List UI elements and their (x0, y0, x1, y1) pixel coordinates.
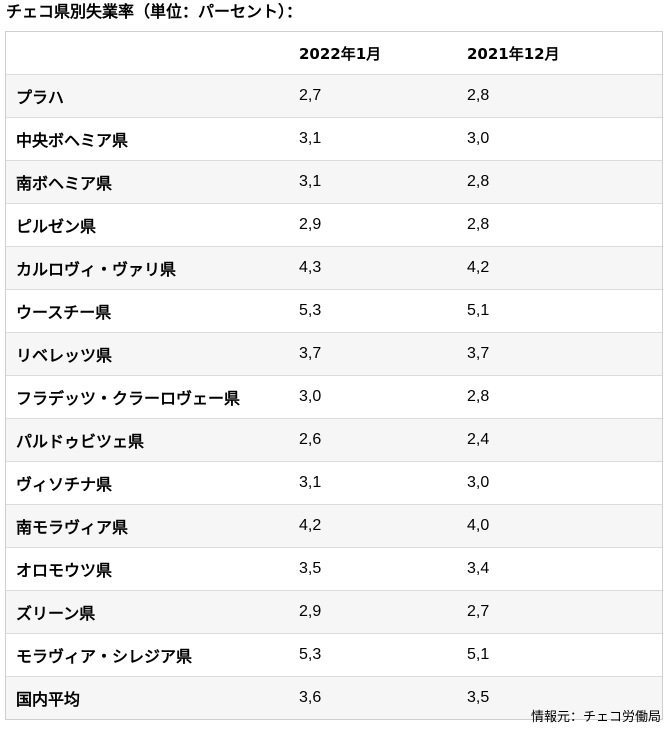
rate-dec-2021: 4,0 (461, 504, 662, 548)
region-name: フラデッツ・クラーロヴェー県 (6, 375, 291, 419)
region-name: パルドゥビツェ県 (6, 418, 291, 462)
region-name: ヴィソチナ県 (6, 461, 291, 505)
rate-dec-2021: 5,1 (461, 289, 662, 333)
region-name: モラヴィア・シレジア県 (6, 633, 291, 677)
region-name: リベレッツ県 (6, 332, 291, 376)
table-title: チェコ県別失業率（単位：パーセント）： (6, 2, 303, 21)
rate-jan-2022: 3,1 (291, 160, 461, 204)
table-row: リベレッツ県 3,7 3,7 (6, 332, 662, 376)
rate-dec-2021: 3,7 (461, 332, 662, 376)
table-row: 南モラヴィア県 4,2 4,0 (6, 504, 662, 548)
region-name: プラハ (6, 74, 291, 118)
rate-dec-2021: 2,8 (461, 160, 662, 204)
table-row: 国内平均 3,6 3,5 (6, 676, 662, 719)
unemployment-table: 2022年1月 2021年12月 プラハ 2,7 2,8 中央ボヘミア県 3,1 3,0 南… (5, 31, 663, 720)
rate-jan-2022: 4,2 (291, 504, 461, 548)
table-row: ズリーン県 2,9 2,7 (6, 590, 662, 634)
rate-jan-2022: 2,7 (291, 74, 461, 118)
header-region (6, 32, 291, 75)
table-row: モラヴィア・シレジア県 5,3 5,1 (6, 633, 662, 677)
region-name: ピルゼン県 (6, 203, 291, 247)
rate-jan-2022: 4,3 (291, 246, 461, 290)
rate-jan-2022: 5,3 (291, 633, 461, 677)
table-row: カルロヴィ・ヴァリ県 4,3 4,2 (6, 246, 662, 290)
rate-dec-2021: 2,8 (461, 74, 662, 118)
table-row: 中央ボヘミア県 3,1 3,0 (6, 117, 662, 161)
region-name: 国内平均 (16, 690, 81, 709)
region-name: 南モラヴィア県 (6, 504, 291, 548)
rate-dec-2021: 3,0 (461, 117, 662, 161)
table-header-row: 2022年1月 2021年12月 (6, 32, 662, 75)
rate-dec-2021: 3,4 (461, 547, 662, 591)
rate-jan-2022: 2,9 (291, 203, 461, 247)
table-row: 南ボヘミア県 3,1 2,8 (6, 160, 662, 204)
rate-jan-2022: 5,3 (291, 289, 461, 333)
header-dec-2021: 2021年12月 (461, 32, 662, 75)
rate-jan-2022: 3,7 (291, 332, 461, 376)
table-row: ヴィソチナ県 3,1 3,0 (6, 461, 662, 505)
table-row: プラハ 2,7 2,8 (6, 74, 662, 118)
rate-jan-2022: 3,0 (291, 375, 461, 419)
region-name: カルロヴィ・ヴァリ県 (6, 246, 291, 290)
table-row: オロモウツ県 3,5 3,4 (6, 547, 662, 591)
header-jan-2022: 2022年1月 (291, 32, 461, 75)
region-name: ウースチー県 (6, 289, 291, 333)
rate-jan-2022: 3,5 (291, 547, 461, 591)
rate-jan-2022: 2,6 (291, 418, 461, 462)
region-name: 中央ボヘミア県 (6, 117, 291, 161)
rate-dec-2021: 2,7 (461, 590, 662, 634)
rate-jan-2022: 3,1 (291, 461, 461, 505)
region-name: ズリーン県 (6, 590, 291, 634)
rate-dec-2021: 4,2 (461, 246, 662, 290)
rate-dec-2021: 3,5 (467, 689, 490, 706)
rate-jan-2022: 3,6 (299, 689, 322, 706)
table-row: ウースチー県 5,3 5,1 (6, 289, 662, 333)
source-note: 情報元：チェコ労働局 (530, 710, 661, 725)
table-row: パルドゥビツェ県 2,6 2,4 (6, 418, 662, 462)
table-row: フラデッツ・クラーロヴェー県 3,0 2,8 (6, 375, 662, 419)
region-name: 南ボヘミア県 (6, 160, 291, 204)
region-name: オロモウツ県 (6, 547, 291, 591)
rate-jan-2022: 3,1 (291, 117, 461, 161)
rate-dec-2021: 2,8 (461, 375, 662, 419)
rate-dec-2021: 2,4 (461, 418, 662, 462)
rate-dec-2021: 3,0 (461, 461, 662, 505)
table-row: ピルゼン県 2,9 2,8 (6, 203, 662, 247)
rate-jan-2022: 2,9 (291, 590, 461, 634)
rate-dec-2021: 2,8 (461, 203, 662, 247)
rate-dec-2021: 5,1 (461, 633, 662, 677)
